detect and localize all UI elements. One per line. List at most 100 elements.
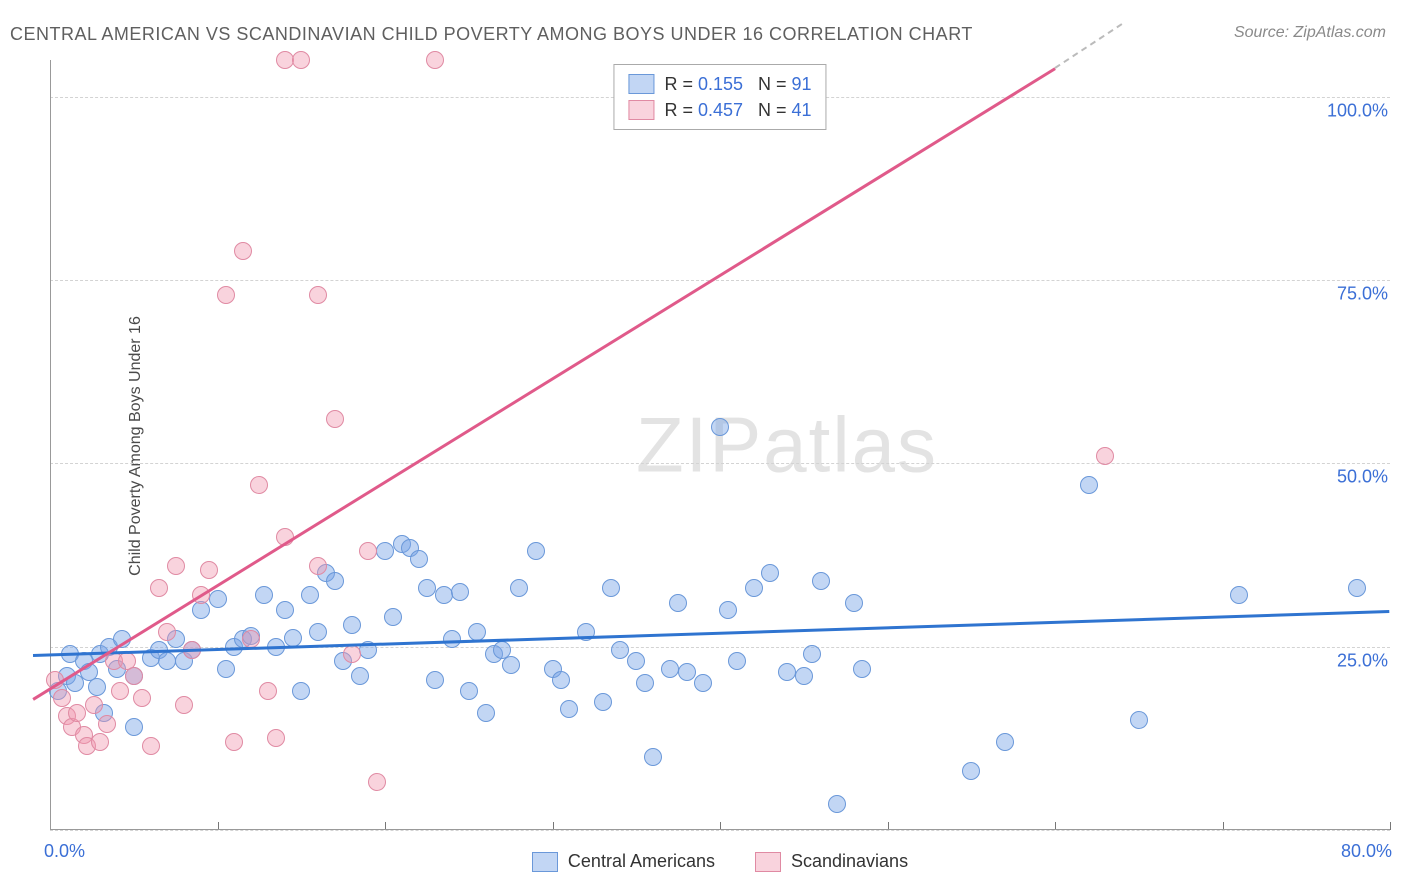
data-point bbox=[468, 623, 486, 641]
data-point bbox=[150, 579, 168, 597]
data-point bbox=[158, 652, 176, 670]
data-point bbox=[217, 660, 235, 678]
data-point bbox=[644, 748, 662, 766]
data-point bbox=[326, 410, 344, 428]
y-tick-label: 100.0% bbox=[1323, 100, 1392, 121]
trend-line bbox=[33, 68, 1056, 701]
data-point bbox=[1230, 586, 1248, 604]
data-point bbox=[292, 682, 310, 700]
data-point bbox=[175, 696, 193, 714]
data-point bbox=[284, 629, 302, 647]
chart-title: CENTRAL AMERICAN VS SCANDINAVIAN CHILD P… bbox=[10, 24, 973, 45]
data-point bbox=[527, 542, 545, 560]
data-point bbox=[669, 594, 687, 612]
legend-label: Central Americans bbox=[568, 851, 715, 872]
data-point bbox=[88, 678, 106, 696]
data-point bbox=[711, 418, 729, 436]
data-point bbox=[828, 795, 846, 813]
data-point bbox=[761, 564, 779, 582]
data-point bbox=[803, 645, 821, 663]
data-point bbox=[376, 542, 394, 560]
data-point bbox=[962, 762, 980, 780]
stats-legend-row: R = 0.155 N = 91 bbox=[628, 71, 811, 97]
watermark-bold: ZIP bbox=[636, 401, 763, 489]
data-point bbox=[812, 572, 830, 590]
y-tick-label: 50.0% bbox=[1333, 467, 1392, 488]
data-point bbox=[778, 663, 796, 681]
data-point bbox=[200, 561, 218, 579]
data-point bbox=[661, 660, 679, 678]
chart-container: CENTRAL AMERICAN VS SCANDINAVIAN CHILD P… bbox=[0, 0, 1406, 892]
legend-item: Scandinavians bbox=[755, 851, 908, 872]
data-point bbox=[250, 476, 268, 494]
trend-line-dashed bbox=[1054, 24, 1122, 70]
data-point bbox=[426, 671, 444, 689]
data-point bbox=[1348, 579, 1366, 597]
legend-item: Central Americans bbox=[532, 851, 715, 872]
data-point bbox=[225, 733, 243, 751]
data-point bbox=[410, 550, 428, 568]
data-point bbox=[167, 557, 185, 575]
data-point bbox=[301, 586, 319, 604]
data-point bbox=[795, 667, 813, 685]
watermark-light: atlas bbox=[763, 401, 938, 489]
data-point bbox=[158, 623, 176, 641]
data-point bbox=[845, 594, 863, 612]
legend-swatch bbox=[755, 852, 781, 872]
data-point bbox=[309, 557, 327, 575]
gridline bbox=[50, 280, 1390, 281]
data-point bbox=[728, 652, 746, 670]
data-point bbox=[510, 579, 528, 597]
data-point bbox=[636, 674, 654, 692]
x-tick bbox=[1390, 822, 1391, 830]
data-point bbox=[142, 737, 160, 755]
data-point bbox=[594, 693, 612, 711]
data-point bbox=[267, 729, 285, 747]
data-point bbox=[209, 590, 227, 608]
data-point bbox=[343, 645, 361, 663]
stats-legend: R = 0.155 N = 91R = 0.457 N = 41 bbox=[613, 64, 826, 130]
data-point bbox=[477, 704, 495, 722]
source-label: Source: ZipAtlas.com bbox=[1234, 24, 1386, 42]
plot-area: ZIPatlas 25.0%50.0%75.0%100.0%0.0%80.0%R… bbox=[50, 60, 1390, 830]
data-point bbox=[125, 718, 143, 736]
series-legend: Central Americans Scandinavians bbox=[50, 851, 1390, 872]
data-point bbox=[242, 630, 260, 648]
data-point bbox=[611, 641, 629, 659]
data-point bbox=[694, 674, 712, 692]
data-point bbox=[426, 51, 444, 69]
data-point bbox=[292, 51, 310, 69]
legend-swatch bbox=[532, 852, 558, 872]
data-point bbox=[351, 667, 369, 685]
stats-text: R = 0.457 N = 41 bbox=[664, 97, 811, 123]
data-point bbox=[343, 616, 361, 634]
data-point bbox=[53, 689, 71, 707]
data-point bbox=[552, 671, 570, 689]
legend-label: Scandinavians bbox=[791, 851, 908, 872]
data-point bbox=[326, 572, 344, 590]
data-point bbox=[1096, 447, 1114, 465]
data-point bbox=[68, 704, 86, 722]
data-point bbox=[745, 579, 763, 597]
legend-swatch bbox=[628, 74, 654, 94]
gridline bbox=[50, 830, 1390, 831]
data-point bbox=[502, 656, 520, 674]
legend-swatch bbox=[628, 100, 654, 120]
data-point bbox=[460, 682, 478, 700]
data-point bbox=[1130, 711, 1148, 729]
stats-legend-row: R = 0.457 N = 41 bbox=[628, 97, 811, 123]
data-point bbox=[98, 715, 116, 733]
data-point bbox=[853, 660, 871, 678]
stats-text: R = 0.155 N = 91 bbox=[664, 71, 811, 97]
data-point bbox=[1080, 476, 1098, 494]
data-point bbox=[719, 601, 737, 619]
data-point bbox=[276, 601, 294, 619]
data-point bbox=[384, 608, 402, 626]
y-tick-label: 25.0% bbox=[1333, 650, 1392, 671]
data-point bbox=[276, 51, 294, 69]
data-point bbox=[368, 773, 386, 791]
data-point bbox=[85, 696, 103, 714]
y-axis-line bbox=[50, 60, 51, 830]
watermark: ZIPatlas bbox=[636, 400, 938, 491]
data-point bbox=[125, 667, 143, 685]
